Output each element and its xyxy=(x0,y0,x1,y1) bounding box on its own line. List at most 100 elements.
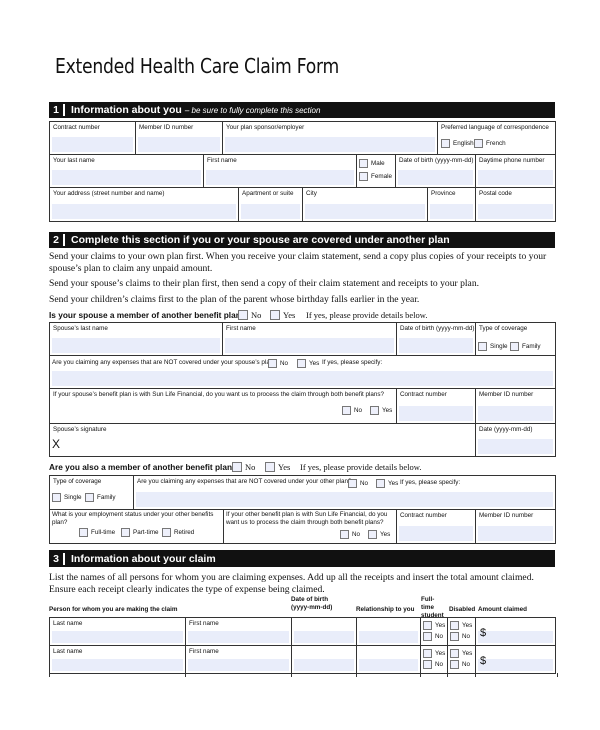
checkbox-option[interactable]: Full-time xyxy=(79,528,115,537)
checkbox[interactable] xyxy=(368,530,377,539)
amount-field-input[interactable] xyxy=(478,659,553,671)
checkbox-option[interactable]: Yes xyxy=(376,479,398,488)
checkbox-option[interactable]: Single xyxy=(52,493,82,502)
checkbox[interactable] xyxy=(474,139,483,148)
spouse-dob-field-input[interactable] xyxy=(399,338,473,353)
postal-code-field-input[interactable] xyxy=(478,204,553,219)
spouse-not-covered-field-input[interactable] xyxy=(52,371,553,386)
signature-date-field: Date (yyyy-mm-dd) xyxy=(475,423,556,457)
checkbox-option[interactable]: Yes xyxy=(450,649,472,658)
other-contract-field-input[interactable] xyxy=(399,526,473,541)
checkbox-option[interactable]: Family xyxy=(85,493,116,502)
checkbox[interactable] xyxy=(450,632,459,641)
contract-number-field-input[interactable] xyxy=(52,137,133,152)
checkbox[interactable] xyxy=(370,406,379,415)
claim-first-name-field-input[interactable] xyxy=(188,659,289,671)
spouse-last-name-field-input[interactable] xyxy=(52,338,220,353)
checkbox[interactable] xyxy=(85,493,94,502)
other-member-id-field-input[interactable] xyxy=(478,526,553,541)
checkbox[interactable] xyxy=(450,660,459,669)
checkbox-option[interactable]: Yes xyxy=(297,359,319,368)
checkbox-option[interactable]: Yes xyxy=(450,621,472,630)
other-not-covered-field-input[interactable] xyxy=(136,492,553,507)
apartment-field-input[interactable] xyxy=(241,204,300,219)
checkbox-option[interactable]: Single xyxy=(478,342,508,351)
checkbox-option[interactable]: No xyxy=(450,632,470,641)
claim-dob-field-input[interactable] xyxy=(294,631,354,643)
claim-relationship-field-input[interactable] xyxy=(359,659,418,671)
checkbox-option[interactable]: Yes xyxy=(368,530,390,539)
claim-last-name-field-input[interactable] xyxy=(52,659,183,671)
checkbox[interactable] xyxy=(441,139,450,148)
claim-dob-field-input[interactable] xyxy=(294,659,354,671)
spouse-first-name-field-input[interactable] xyxy=(225,338,394,353)
checkbox-option[interactable]: Male xyxy=(359,159,385,168)
checkbox[interactable] xyxy=(232,462,242,472)
checkbox-label: No xyxy=(251,310,262,320)
checkbox-option[interactable]: Female xyxy=(359,172,392,181)
claim-first-name-field-input[interactable] xyxy=(188,631,289,643)
checkbox-option[interactable]: No xyxy=(450,660,470,669)
plan-sponsor-field-input[interactable] xyxy=(225,137,435,152)
checkbox[interactable] xyxy=(162,528,171,537)
field-label: Spouse’s last name xyxy=(53,325,108,332)
checkbox-option[interactable]: No xyxy=(342,406,362,415)
checkbox[interactable] xyxy=(423,621,432,630)
checkbox[interactable] xyxy=(359,172,368,181)
member-id-field-input[interactable] xyxy=(138,137,220,152)
checkbox-option[interactable]: No xyxy=(423,632,443,641)
checkbox-option[interactable]: English xyxy=(441,139,474,148)
checkbox[interactable] xyxy=(376,479,385,488)
checkbox-option[interactable]: No xyxy=(238,310,261,320)
last-name-field-input[interactable] xyxy=(52,170,201,185)
first-name-field: First name xyxy=(203,154,357,188)
checkbox[interactable] xyxy=(423,632,432,641)
claim-relationship-field-input[interactable] xyxy=(359,631,418,643)
spouse-contract-field-input[interactable] xyxy=(399,406,473,421)
checkbox[interactable] xyxy=(265,462,275,472)
checkbox-option[interactable]: French xyxy=(474,139,506,148)
checkbox-option[interactable]: No xyxy=(348,479,368,488)
checkbox-label: No xyxy=(245,462,256,472)
checkbox[interactable] xyxy=(450,621,459,630)
checkbox[interactable] xyxy=(342,406,351,415)
city-field-input[interactable] xyxy=(305,204,425,219)
checkbox-option[interactable]: Yes xyxy=(370,406,392,415)
date-of-birth-field-input[interactable] xyxy=(398,170,473,185)
signature-date-field-input[interactable] xyxy=(478,439,553,454)
checkbox-option[interactable]: No xyxy=(268,359,288,368)
checkbox[interactable] xyxy=(121,528,130,537)
first-name-field-input[interactable] xyxy=(206,170,354,185)
checkbox-option[interactable]: Yes xyxy=(423,621,445,630)
checkbox-option[interactable]: Yes xyxy=(423,649,445,658)
checkbox-option[interactable]: Yes xyxy=(265,462,290,472)
checkbox-option[interactable]: Retired xyxy=(162,528,194,537)
checkbox[interactable] xyxy=(359,159,368,168)
checkbox-option[interactable]: No xyxy=(423,660,443,669)
checkbox[interactable] xyxy=(268,359,277,368)
checkbox-option[interactable]: Family xyxy=(510,342,541,351)
column-header: Disabled xyxy=(449,606,476,613)
checkbox[interactable] xyxy=(297,359,306,368)
checkbox[interactable] xyxy=(52,493,61,502)
checkbox-option[interactable]: Yes xyxy=(270,310,295,320)
spouse-member-id-field-input[interactable] xyxy=(478,406,553,421)
checkbox[interactable] xyxy=(478,342,487,351)
checkbox[interactable] xyxy=(79,528,88,537)
checkbox-option[interactable]: No xyxy=(340,530,360,539)
checkbox[interactable] xyxy=(348,479,357,488)
address-field-input[interactable] xyxy=(52,204,236,219)
checkbox[interactable] xyxy=(510,342,519,351)
amount-field-input[interactable] xyxy=(478,631,553,643)
checkbox[interactable] xyxy=(423,649,432,658)
checkbox[interactable] xyxy=(423,660,432,669)
checkbox-option[interactable]: No xyxy=(232,462,255,472)
checkbox[interactable] xyxy=(450,649,459,658)
checkbox[interactable] xyxy=(340,530,349,539)
checkbox[interactable] xyxy=(238,310,248,320)
phone-field-input[interactable] xyxy=(478,170,553,185)
province-field-input[interactable] xyxy=(430,204,473,219)
checkbox-option[interactable]: Part-time xyxy=(121,528,159,537)
claim-last-name-field-input[interactable] xyxy=(52,631,183,643)
checkbox[interactable] xyxy=(270,310,280,320)
